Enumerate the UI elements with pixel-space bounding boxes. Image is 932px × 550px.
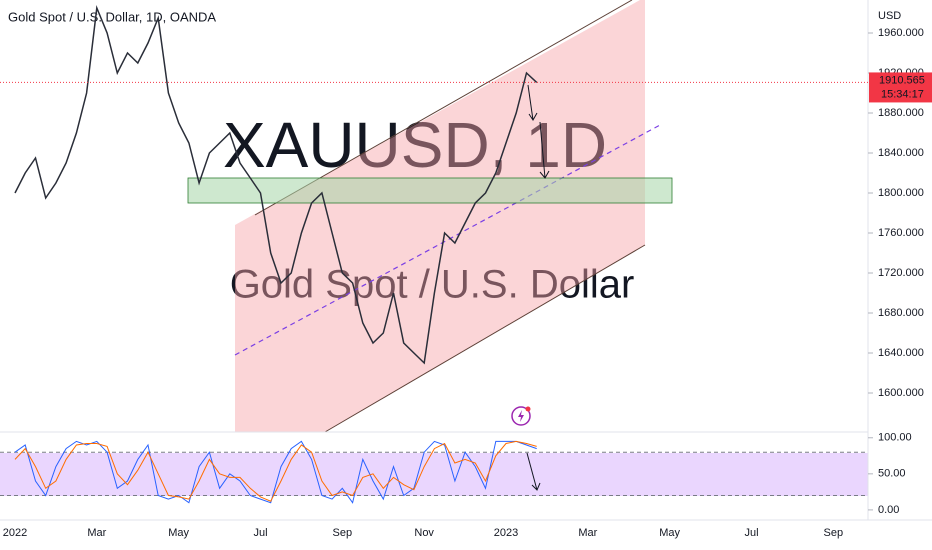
x-tick-label: Jul — [744, 527, 758, 539]
symbol-title: Gold Spot / U.S. Dollar, 1D, OANDA — [8, 9, 216, 24]
y-tick-label: 1640.000 — [878, 347, 924, 359]
series-line — [14, 440, 537, 504]
y-tick-label: 1720.000 — [878, 267, 924, 279]
x-tick-label: 2023 — [494, 527, 518, 539]
x-tick-label: Mar — [87, 527, 106, 539]
event-icon-bolt — [518, 410, 524, 422]
y-tick-label: 0.00 — [878, 504, 899, 516]
y-tick-label: 50.00 — [878, 468, 906, 480]
x-tick-label: Mar — [578, 527, 597, 539]
channel-bottom — [324, 244, 646, 433]
y-tick-label: 100.00 — [878, 432, 912, 444]
stoch-band — [0, 453, 868, 496]
series-line — [14, 440, 537, 502]
watermark: XAUUSD, 1D — [223, 109, 607, 181]
event-dot — [525, 406, 531, 412]
y-tick-label: 1760.000 — [878, 227, 924, 239]
y-tick-label: 1960.000 — [878, 27, 924, 39]
currency: USD — [878, 10, 901, 22]
arrow — [526, 452, 541, 491]
channel — [235, 0, 645, 432]
arrow — [527, 84, 538, 121]
x-tick-label: 2022 — [3, 527, 27, 539]
x-tick-label: Sep — [333, 527, 353, 539]
countdown: 15:34:17 — [881, 88, 924, 100]
last-price-box — [869, 72, 932, 103]
arrow — [539, 121, 550, 179]
x-tick-label: Nov — [414, 527, 434, 539]
y-tick-label: 1680.000 — [878, 307, 924, 319]
y-tick-label: 1840.000 — [878, 147, 924, 159]
last-price-label: 1910.565 — [879, 74, 925, 86]
y-tick-label: 1600.000 — [878, 387, 924, 399]
y-tick-label: 1800.000 — [878, 187, 924, 199]
series-line — [14, 5, 538, 365]
x-tick-label: May — [659, 527, 680, 539]
y-tick-label: 1880.000 — [878, 107, 924, 119]
arrows — [526, 84, 550, 491]
x-tick-label: Jul — [253, 527, 267, 539]
x-tick-label: Sep — [824, 527, 844, 539]
watermark-sub: Gold Spot / U.S. Dollar — [230, 263, 635, 307]
x-tick-label: May — [168, 527, 189, 539]
support-zone — [187, 177, 673, 204]
